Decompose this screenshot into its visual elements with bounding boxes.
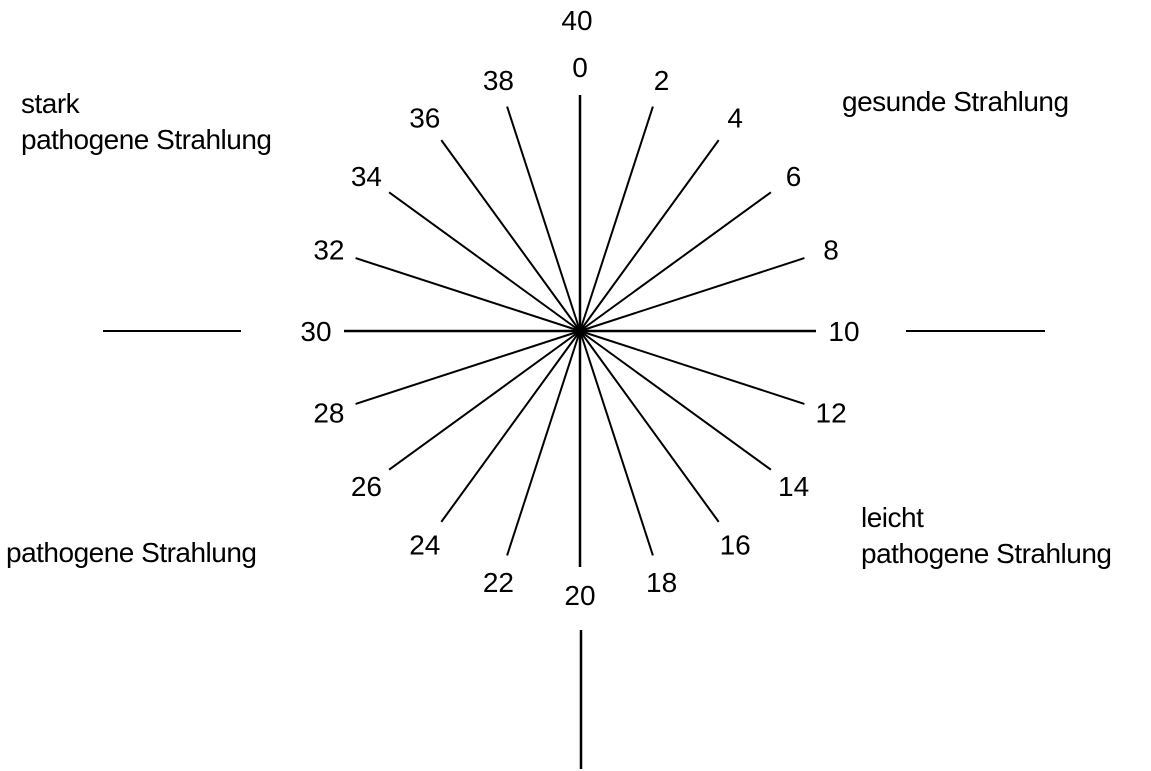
tick-label-22: 22 bbox=[483, 567, 514, 598]
tick-label-16: 16 bbox=[720, 530, 751, 561]
dial-spoke-26 bbox=[388, 330, 581, 471]
label-bottom-right-line-2: pathogene Strahlung bbox=[861, 538, 1112, 569]
tick-label-0: 0 bbox=[572, 52, 588, 83]
tick-label-40: 40 bbox=[561, 5, 592, 36]
dial-spoke-34 bbox=[388, 191, 581, 332]
label-top-right-line-1: gesunde Strahlung bbox=[842, 86, 1069, 117]
tick-label-12: 12 bbox=[816, 398, 847, 429]
dial-spoke-14 bbox=[579, 330, 772, 471]
dial-spoke-2 bbox=[579, 106, 654, 332]
label-top-left: stark pathogene Strahlung bbox=[21, 86, 272, 158]
label-bottom-right-line-1: leicht bbox=[861, 502, 924, 533]
tick-label-26: 26 bbox=[351, 471, 382, 502]
dial-spoke-36 bbox=[440, 139, 581, 332]
label-top-right: gesunde Strahlung bbox=[842, 84, 1069, 120]
dial-spoke-16 bbox=[579, 330, 720, 523]
dial-spokes bbox=[344, 95, 816, 567]
tick-label-14: 14 bbox=[778, 471, 809, 502]
tick-label-2: 2 bbox=[654, 65, 670, 96]
dial-spoke-32 bbox=[355, 257, 581, 332]
label-bottom-left-line-1: pathogene Strahlung bbox=[6, 537, 257, 568]
tick-label-32: 32 bbox=[313, 234, 344, 265]
label-top-left-line-2: pathogene Strahlung bbox=[21, 124, 272, 155]
dial-spoke-28 bbox=[355, 330, 581, 405]
tick-label-18: 18 bbox=[646, 567, 677, 598]
dial-spoke-12 bbox=[579, 330, 805, 405]
tick-label-28: 28 bbox=[313, 398, 344, 429]
dial-spoke-18 bbox=[579, 330, 654, 556]
tick-label-4: 4 bbox=[727, 102, 743, 133]
label-bottom-left: pathogene Strahlung bbox=[6, 535, 257, 571]
tick-label-30: 30 bbox=[300, 316, 331, 347]
tick-label-34: 34 bbox=[351, 161, 382, 192]
label-top-left-line-1: stark bbox=[21, 88, 80, 119]
dial-spoke-4 bbox=[579, 139, 720, 332]
label-bottom-right: leicht pathogene Strahlung bbox=[861, 500, 1112, 572]
dial-spoke-24 bbox=[440, 330, 581, 523]
dial-spoke-6 bbox=[579, 191, 772, 332]
tick-label-10: 10 bbox=[828, 316, 859, 347]
tick-label-20: 20 bbox=[564, 580, 595, 611]
tick-label-38: 38 bbox=[483, 65, 514, 96]
quadrant-separator-lines bbox=[103, 330, 1045, 769]
dial-spoke-22 bbox=[506, 330, 581, 556]
dial-spoke-38 bbox=[506, 106, 581, 332]
tick-label-24: 24 bbox=[409, 530, 440, 561]
tick-label-36: 36 bbox=[409, 102, 440, 133]
tick-label-8: 8 bbox=[823, 234, 839, 265]
dial-spoke-8 bbox=[579, 257, 805, 332]
tick-label-6: 6 bbox=[786, 161, 802, 192]
